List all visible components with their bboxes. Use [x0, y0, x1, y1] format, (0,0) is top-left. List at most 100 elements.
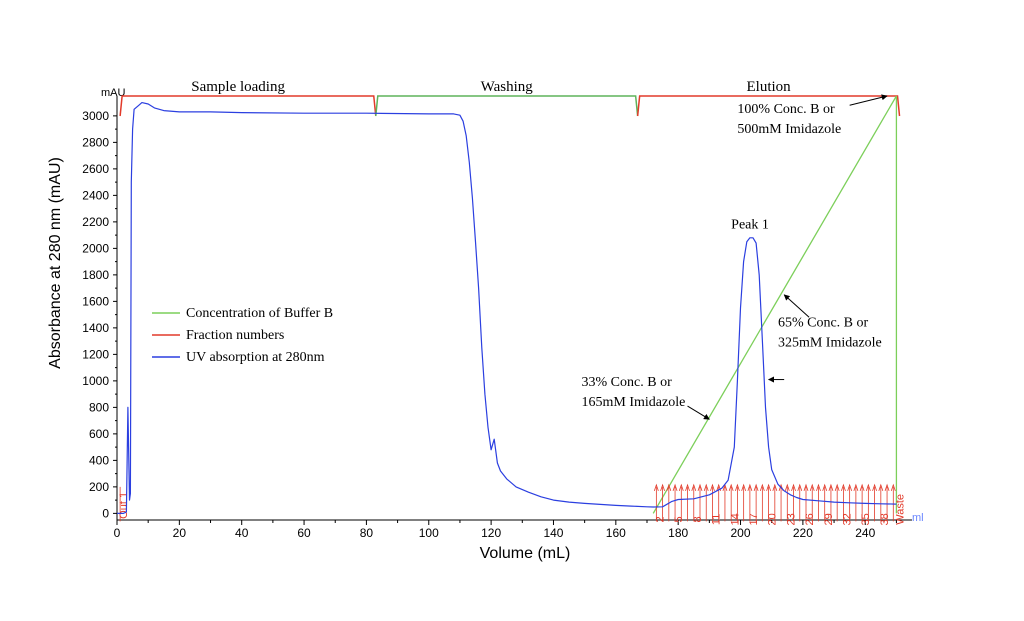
- fraction-tick-cap: [672, 483, 678, 492]
- fraction-tick-cap: [653, 483, 659, 492]
- fraction-tick-cap: [791, 483, 796, 492]
- fraction-tick-cap: [797, 483, 803, 492]
- legend-label-fraction: Fraction numbers: [186, 328, 284, 343]
- y-tick-label: 1800: [82, 268, 109, 282]
- fraction-tick-cap: [703, 483, 709, 492]
- fraction-tick-cap: [847, 483, 853, 492]
- annotation-arrow-c100: [849, 94, 888, 106]
- fraction-tick-cap: [660, 483, 665, 492]
- x-tick-label: 200: [731, 526, 751, 540]
- annotation-c100-line2: 500mM Imidazole: [737, 122, 841, 137]
- annotation-c65-line1: 65% Conc. B or: [778, 316, 869, 331]
- fraction-label: 32: [842, 513, 854, 525]
- fraction-label: Waste: [895, 494, 907, 525]
- fraction-label: 14: [729, 513, 741, 525]
- x-tick-label: 240: [855, 526, 875, 540]
- annotation-peak-line1: Peak 1: [731, 218, 769, 233]
- y-tick-label: 2800: [82, 135, 109, 149]
- fraction-label: 17: [748, 513, 760, 525]
- fraction-label: 26: [804, 513, 816, 525]
- fraction-tick-cap: [872, 483, 877, 492]
- region-label: Washing: [481, 79, 534, 95]
- fraction-tick-cap: [878, 483, 884, 492]
- fraction-tick-cap: [822, 483, 828, 492]
- fraction-tick-cap: [772, 483, 778, 492]
- x-tick-label: 40: [235, 526, 249, 540]
- fraction-tick-cap: [741, 483, 747, 492]
- x-tick-label: 160: [606, 526, 626, 540]
- fraction-tick-cap: [766, 483, 771, 492]
- fraction-tick-cap: [803, 483, 809, 492]
- annotation-c33-line2: 165mM Imidazole: [582, 395, 686, 410]
- y-tick-label: 1400: [82, 321, 109, 335]
- x-tick-label: 20: [173, 526, 187, 540]
- x-tick-label: 100: [419, 526, 439, 540]
- y-tick-label: 1200: [82, 347, 109, 361]
- y-tick-label: 1000: [82, 374, 109, 388]
- fraction-tick-cap: [816, 483, 821, 492]
- region-bracket: [119, 95, 377, 117]
- fraction-tick-cap: [859, 483, 865, 492]
- y-tick-label: 3000: [82, 109, 109, 123]
- fraction-tick-cap: [747, 483, 753, 492]
- fraction-tick-cap: [759, 483, 765, 492]
- y-tick-label: 0: [102, 506, 109, 520]
- x-tick-label: 180: [668, 526, 688, 540]
- fraction-label: 20: [767, 513, 779, 525]
- fraction-label: 38: [879, 513, 891, 525]
- region-label: Elution: [747, 79, 792, 95]
- fraction-label: Out 1: [118, 492, 130, 519]
- y-tick-label: 800: [89, 400, 109, 414]
- fraction-tick-cap: [728, 483, 734, 492]
- plot-area: 0200400600800100012001400160018002000220…: [82, 79, 912, 540]
- y-tick-label: 2200: [82, 215, 109, 229]
- fraction-tick-cap: [865, 483, 871, 492]
- y-axis-unit-label: mAU: [101, 87, 126, 99]
- region-label: Sample loading: [191, 79, 285, 95]
- x-tick-label: 0: [114, 526, 121, 540]
- x-axis-unit-label: ml: [912, 512, 924, 524]
- y-tick-label: 400: [89, 453, 109, 467]
- annotation-c100-line1: 100% Conc. B or: [737, 102, 835, 117]
- fraction-tick-cap: [884, 483, 890, 492]
- annotation-arrow-c33: [687, 405, 710, 420]
- fraction-label: 5: [673, 516, 685, 522]
- fraction-tick-cap: [691, 483, 697, 492]
- region-bracket: [375, 95, 639, 117]
- y-tick-label: 600: [89, 427, 109, 441]
- fraction-tick-cap: [828, 483, 834, 492]
- fraction-tick-cap: [678, 483, 684, 492]
- fraction-tick-cap: [809, 483, 815, 492]
- fraction-tick-cap: [735, 483, 740, 492]
- fraction-label: 8: [692, 516, 704, 522]
- x-tick-label: 60: [297, 526, 311, 540]
- fraction-tick-cap: [685, 483, 690, 492]
- y-tick-label: 200: [89, 480, 109, 494]
- fraction-label: 35: [860, 513, 872, 525]
- fraction-tick-cap: [753, 483, 759, 492]
- fraction-tick-cap: [710, 483, 715, 492]
- fraction-tick-cap: [666, 483, 672, 492]
- fraction-tick-cap: [834, 483, 840, 492]
- y-tick-label: 2400: [82, 188, 109, 202]
- fraction-tick-cap: [697, 483, 703, 492]
- fraction-tick-cap: [853, 483, 859, 492]
- x-axis-title: Volume (mL): [480, 545, 571, 562]
- fraction-tick-cap: [890, 483, 896, 492]
- y-tick-label: 2600: [82, 162, 109, 176]
- fraction-label: 29: [823, 513, 835, 525]
- annotation-arrow-c65: [783, 294, 810, 318]
- x-tick-label: 80: [360, 526, 374, 540]
- fraction-tick-cap: [784, 483, 790, 492]
- y-tick-label: 2000: [82, 241, 109, 255]
- fraction-label: 23: [785, 513, 797, 525]
- legend-label-buffer_b: Concentration of Buffer B: [186, 306, 333, 321]
- fraction-label: 11: [711, 514, 723, 525]
- y-tick-label: 1600: [82, 294, 109, 308]
- annotation-c33-line1: 33% Conc. B or: [582, 375, 673, 390]
- uv-absorption-line: [117, 101, 897, 515]
- fraction-label: 2: [654, 516, 666, 522]
- buffer-b-line: [652, 95, 897, 514]
- x-tick-label: 140: [543, 526, 563, 540]
